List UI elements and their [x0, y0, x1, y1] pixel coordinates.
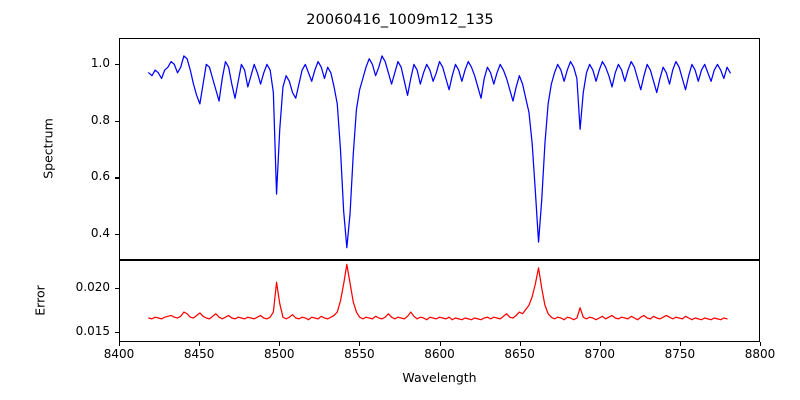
x-tick-7: 8750 — [664, 347, 696, 361]
spectrum-y-tickmark-1 — [115, 120, 119, 122]
spectrum-y-tick-2: 0.6 — [90, 169, 110, 184]
x-tickmark-8 — [760, 342, 762, 346]
error-y-tick-1: 0.015 — [75, 323, 110, 338]
x-tickmark-0 — [119, 342, 121, 346]
chart-title: 20060416_1009m12_135 — [306, 12, 494, 28]
error-y-tick-0: 0.020 — [75, 279, 110, 294]
x-tickmark-4 — [439, 342, 441, 346]
spectrum-y-tick-3: 0.4 — [90, 226, 110, 241]
error-data-line — [148, 263, 728, 321]
x-tickmark-2 — [279, 342, 281, 346]
x-axis-label: Wavelength — [402, 370, 477, 385]
spectrum-y-tick-0: 1.0 — [90, 55, 110, 70]
x-tick-5: 8650 — [504, 347, 535, 361]
x-tick-6: 8700 — [584, 347, 616, 361]
spectrum-panel — [119, 38, 760, 260]
spectrum-y-tickmark-3 — [115, 234, 119, 236]
error-y-axis-label: Error — [32, 285, 48, 316]
x-tick-1: 8450 — [183, 347, 215, 361]
x-tickmark-6 — [599, 342, 601, 346]
x-tick-3: 8550 — [344, 347, 375, 361]
x-tick-4: 8600 — [424, 347, 455, 361]
error-series-plot — [148, 263, 728, 321]
spectrum-data-line — [148, 55, 731, 249]
error-y-tickmark-0 — [115, 287, 119, 289]
spectrum-y-tick-1: 0.8 — [90, 112, 110, 127]
spectrum-series-plot — [148, 55, 731, 249]
spectrum-y-tickmark-0 — [115, 63, 119, 65]
spectrum-y-axis-label: Spectrum — [40, 118, 56, 179]
x-tick-8: 8800 — [744, 347, 776, 361]
x-tick-2: 8500 — [263, 347, 295, 361]
x-tick-0: 8400 — [103, 347, 135, 361]
x-tickmark-1 — [199, 342, 201, 346]
x-tickmark-3 — [359, 342, 361, 346]
error-y-tickmark-1 — [115, 331, 119, 333]
x-tickmark-7 — [679, 342, 681, 346]
error-panel — [119, 260, 760, 342]
x-tickmark-5 — [519, 342, 521, 346]
spectrum-y-tickmark-2 — [115, 177, 119, 179]
